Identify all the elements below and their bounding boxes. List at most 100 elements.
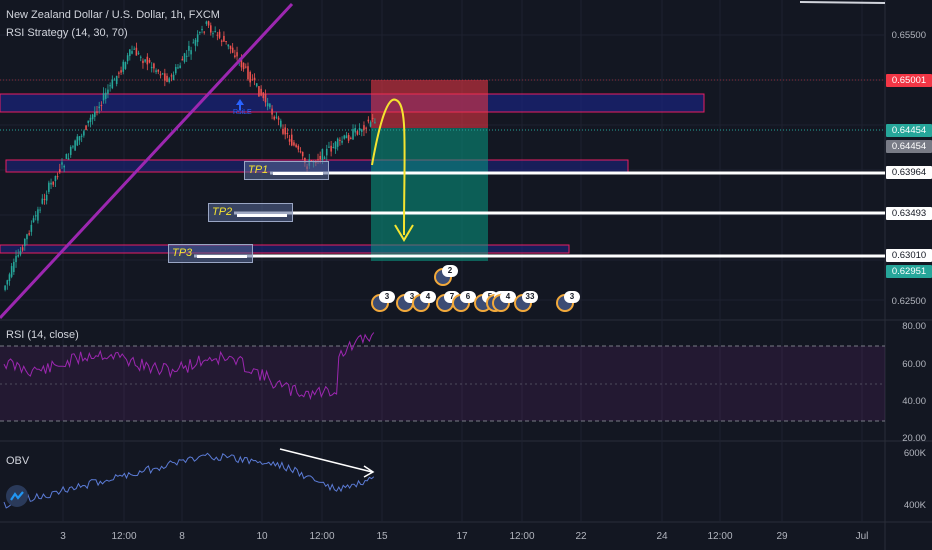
candle-body [360, 129, 363, 132]
rsi-band [0, 346, 885, 421]
candle-body [164, 73, 166, 81]
candle-body [207, 21, 210, 26]
candle-body [282, 128, 284, 134]
candle-body [284, 127, 286, 135]
candle-body [358, 128, 361, 131]
price-label-low: 0.62951 [886, 265, 932, 278]
take-profit-zone [371, 128, 488, 261]
candle-body [234, 55, 236, 58]
time-tick: 22 [575, 531, 587, 542]
candle-body [339, 139, 341, 141]
candle-body [190, 50, 192, 55]
candle-body [293, 142, 295, 146]
rsi-tick: 60.00 [902, 359, 926, 370]
support-zone-lower [0, 244, 570, 254]
candle-body [350, 137, 352, 139]
candle-body [323, 157, 326, 159]
candle-body [304, 157, 306, 164]
symbol-title[interactable]: New Zealand Dollar / U.S. Dollar, 1h, FX… [6, 9, 220, 21]
tradingview-logo-icon[interactable] [6, 485, 28, 507]
strategy-label[interactable]: RSI Strategy (14, 30, 70) [6, 27, 128, 39]
economic-event-icon[interactable]: 4 [492, 291, 516, 312]
candle-body [146, 56, 149, 65]
candle-body [201, 28, 203, 31]
candle-body [220, 40, 223, 42]
candle-body [345, 135, 348, 139]
candle-body [13, 261, 15, 272]
candle-body [273, 116, 276, 120]
candle-body [297, 145, 300, 150]
time-tick: 10 [256, 531, 268, 542]
candle-body [135, 47, 138, 56]
rsi-tick: 80.00 [902, 321, 926, 332]
candle-body [96, 111, 98, 113]
candle-body [371, 117, 374, 119]
economic-event-icon[interactable]: 3 [556, 291, 580, 312]
tp2-box[interactable]: TP2 [208, 203, 293, 222]
resistance-zone [0, 93, 705, 113]
candle-body [218, 31, 221, 38]
obv-indicator-label[interactable]: OBV [6, 455, 30, 467]
candle-body [262, 92, 265, 99]
candle-body [183, 53, 186, 62]
candle-body [113, 79, 116, 81]
economic-event-icon[interactable]: 4 [412, 291, 436, 312]
candle-body [170, 75, 173, 77]
tp2-label: TP2 [212, 206, 233, 218]
candle-body [212, 33, 214, 35]
candle-body [227, 44, 230, 47]
candle-body [363, 125, 365, 131]
candle-body [188, 45, 190, 51]
candle-body [328, 146, 330, 148]
candle-body [209, 25, 212, 33]
candle-body [109, 85, 111, 87]
candle-body [196, 34, 199, 43]
price-tick: 0.62500 [891, 296, 926, 307]
rsi-indicator-label[interactable]: RSI (14, close) [6, 329, 79, 341]
projection-arrowhead [394, 224, 414, 242]
candle-body [120, 70, 122, 73]
economic-event-icon[interactable]: 3 [371, 291, 395, 312]
candle-body [321, 149, 324, 161]
candle-body [214, 31, 216, 33]
candle-body [247, 66, 249, 80]
candle-body [45, 194, 48, 201]
candle-body [253, 77, 256, 80]
projection-arrow [371, 98, 406, 236]
candle-body [15, 255, 17, 263]
time-tick: 12:00 [309, 531, 335, 542]
tp1-box[interactable]: TP1 [244, 161, 329, 180]
candle-body [181, 58, 184, 61]
candle-body [290, 134, 293, 146]
price-tick: 0.65500 [891, 30, 926, 41]
candle-body [78, 136, 81, 141]
economic-event-icon[interactable]: 6 [452, 291, 476, 312]
candle-body [30, 224, 33, 232]
candle-body [299, 151, 302, 153]
candle-body [142, 60, 144, 64]
candle-body [89, 117, 92, 122]
tp2-marker [237, 214, 287, 217]
price-label-entry: 0.64454 [886, 140, 932, 153]
candle-body [260, 88, 262, 96]
candle-body [245, 66, 247, 68]
candle-body [295, 144, 297, 147]
economic-event-icon[interactable]: 33 [514, 291, 538, 312]
candle-body [122, 61, 125, 72]
economic-event-icon[interactable]: 2 [434, 265, 458, 286]
tp3-box[interactable]: TP3 [168, 244, 253, 263]
candle-body [203, 31, 206, 33]
candle-body [240, 57, 243, 68]
candle-body [174, 66, 177, 74]
time-tick: 12:00 [509, 531, 535, 542]
candle-body [166, 75, 168, 82]
candle-body [369, 122, 372, 127]
candle-body [288, 139, 291, 142]
candle-body [277, 117, 280, 120]
candle-body [98, 106, 100, 109]
candle-body [148, 59, 151, 63]
candle-body [137, 52, 140, 54]
candle-body [85, 125, 87, 130]
candle-body [67, 158, 70, 160]
